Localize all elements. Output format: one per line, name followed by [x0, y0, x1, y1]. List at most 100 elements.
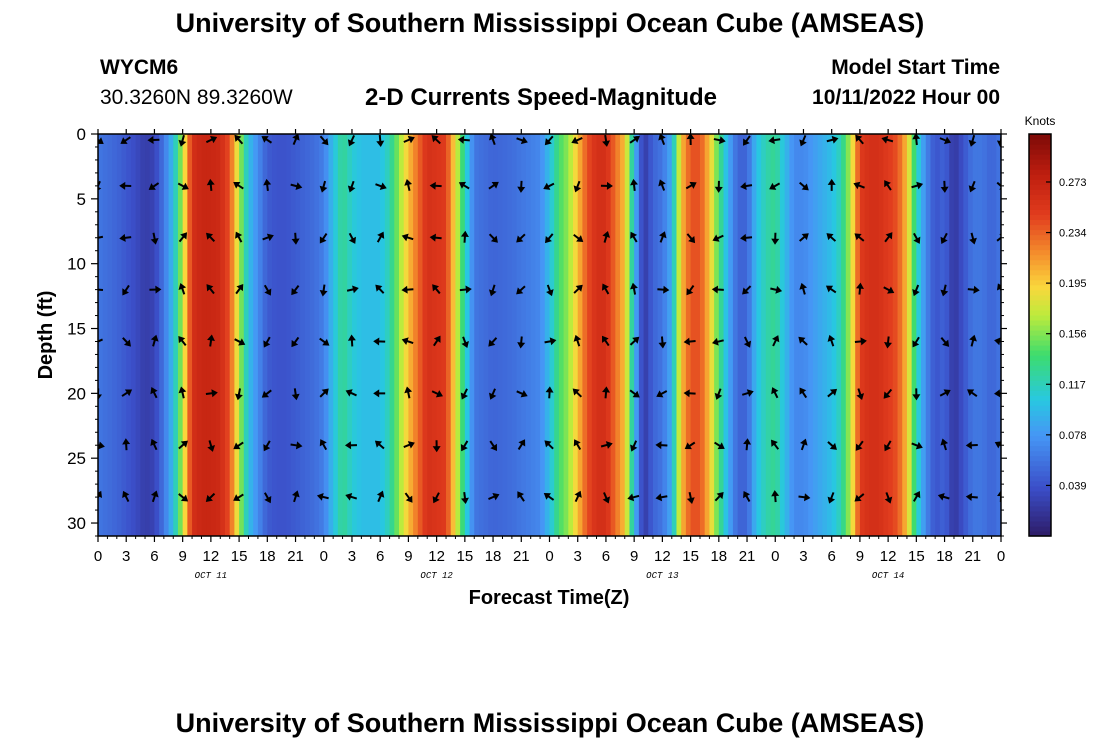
heat-cell: [257, 134, 264, 536]
vector-arrow: [799, 282, 808, 295]
vector-arrow: [263, 178, 272, 191]
colorbar-segment: [1029, 525, 1051, 532]
colorbar-segment: [1029, 239, 1051, 246]
x-tick-label: 18: [710, 548, 727, 565]
vector-arrow: [940, 337, 950, 347]
vector-arrow: [799, 233, 809, 242]
x-tick-label: 3: [799, 548, 807, 565]
vector-arrow: [685, 181, 697, 190]
colorbar-segment: [1029, 214, 1051, 221]
vector-arrow: [827, 492, 836, 504]
heat-cell: [855, 134, 861, 536]
heat-cell: [234, 134, 240, 536]
colorbar-segment: [1029, 415, 1051, 422]
vector-arrow: [686, 134, 695, 146]
heat-cell: [544, 134, 551, 536]
vector-arrow: [827, 441, 837, 450]
vector-arrow: [516, 390, 528, 398]
colorbar-segment: [1029, 164, 1051, 170]
vector-arrow: [940, 180, 949, 193]
vector-arrow: [178, 282, 187, 295]
vector-arrow: [994, 389, 1001, 398]
heat-cell: [718, 134, 725, 536]
vector-arrow: [658, 179, 666, 191]
heat-cell: [177, 134, 184, 536]
vector-arrow: [881, 135, 894, 144]
heat-cell: [474, 134, 480, 536]
heat-cell: [460, 134, 466, 536]
colorbar-segment: [1029, 209, 1051, 215]
heat-cell: [944, 134, 950, 536]
heat-cell: [620, 134, 626, 536]
colorbar-segment: [1029, 465, 1051, 472]
x-tick-label: 18: [485, 548, 502, 565]
heat-cell: [201, 134, 207, 536]
colorbar-segment: [1029, 485, 1051, 492]
heat-cell: [521, 134, 527, 536]
vector-arrow: [261, 389, 272, 398]
heat-cell: [591, 134, 598, 536]
x-tick-label: 21: [739, 548, 756, 565]
colorbar-segment: [1029, 380, 1051, 386]
heat-cell: [582, 134, 588, 536]
colorbar-segment: [1029, 244, 1051, 251]
vector-arrow: [800, 438, 808, 451]
heat-cell: [629, 134, 635, 536]
x-tick-label: 0: [320, 548, 328, 565]
vector-arrow: [544, 135, 554, 146]
heat-cell: [897, 134, 903, 536]
vector-arrow: [771, 439, 780, 450]
station-id: WYCM6: [100, 56, 179, 79]
vector-arrow: [319, 180, 328, 193]
colorbar-tick-label: 0.117: [1059, 379, 1086, 391]
heat-cell: [243, 134, 250, 536]
vector-arrow: [517, 336, 526, 349]
vector-arrow: [150, 490, 159, 503]
vector-arrow: [602, 231, 611, 243]
vector-arrow: [571, 136, 583, 145]
vector-arrow: [743, 336, 752, 348]
vector-arrow: [347, 180, 356, 193]
date-label: OCT 11: [195, 571, 227, 581]
colorbar-segment: [1029, 425, 1051, 432]
vector-arrow: [939, 136, 952, 145]
colorbar-segment: [1029, 405, 1051, 411]
x-axis-label: Forecast Time(Z): [469, 587, 630, 609]
vector-arrow: [431, 135, 441, 145]
heat-cell: [399, 134, 405, 536]
heat-cell: [549, 134, 555, 536]
heat-cell: [671, 134, 678, 536]
vector-arrow: [768, 136, 781, 145]
heat-cell: [652, 134, 659, 536]
heat-cell: [761, 134, 767, 536]
heat-cell: [808, 134, 814, 536]
heat-cell: [812, 134, 819, 536]
colorbar-segment: [1029, 249, 1051, 256]
heat-cell: [751, 134, 758, 536]
colorbar-segment: [1029, 284, 1051, 291]
vector-arrow: [913, 232, 921, 244]
heat-cell: [281, 134, 287, 536]
vector-arrow: [965, 493, 978, 502]
vector-arrow: [178, 386, 187, 399]
date-label: OCT 14: [872, 571, 904, 581]
vector-arrow: [234, 338, 246, 346]
heat-cell: [431, 134, 438, 536]
vector-arrow: [373, 337, 386, 346]
heat-cell: [516, 134, 522, 536]
vector-arrow: [743, 491, 751, 502]
vector-arrow: [545, 386, 554, 399]
heat-cell: [173, 134, 179, 536]
heat-cell: [709, 134, 715, 536]
heat-cell: [375, 134, 381, 536]
colorbar-segment: [1029, 179, 1051, 185]
heat-cell: [112, 134, 118, 536]
vector-arrow: [345, 389, 357, 397]
vector-arrow: [459, 285, 472, 294]
heat-cell: [953, 134, 960, 536]
vector-arrow: [854, 493, 865, 502]
colorbar-segment: [1029, 395, 1051, 401]
x-tick-label: 6: [602, 548, 610, 565]
vector-arrow: [233, 493, 244, 502]
vector-arrow: [712, 337, 724, 346]
